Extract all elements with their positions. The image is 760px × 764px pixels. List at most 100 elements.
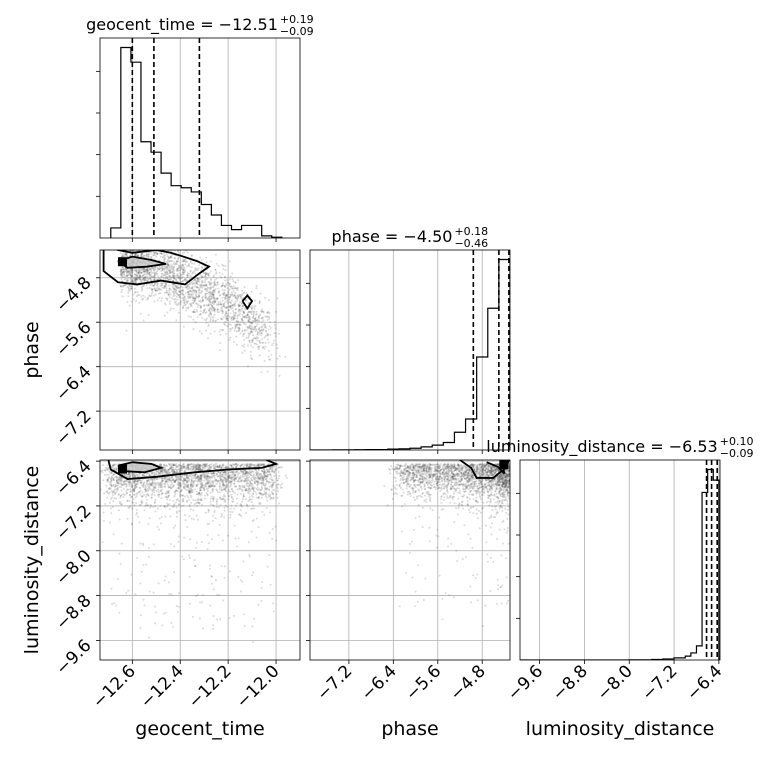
sample-point [103, 492, 105, 494]
sample-point [110, 507, 112, 509]
sample-point [137, 241, 139, 243]
sample-point [236, 498, 238, 500]
sample-point [118, 509, 120, 511]
sample-point [194, 279, 196, 281]
sample-point [261, 479, 263, 481]
sample-point [228, 323, 230, 325]
sample-point [221, 318, 223, 320]
sample-point [212, 293, 214, 295]
sample-point [161, 275, 163, 277]
sample-point [176, 275, 178, 277]
sample-point [138, 235, 140, 237]
sample-point [169, 245, 171, 247]
sample-point [222, 479, 224, 481]
sample-point [195, 268, 197, 270]
sample-point [251, 358, 253, 360]
sample-point [244, 350, 246, 352]
sample-point [229, 337, 231, 339]
sample-point [154, 248, 156, 250]
sample-point [113, 0, 115, 1]
sample-point [148, 314, 150, 316]
sample-point [141, 272, 143, 274]
sample-point [260, 600, 262, 602]
sample-point [219, 488, 221, 490]
sample-point [119, 0, 121, 1]
sample-point [164, 286, 166, 288]
sample-point [231, 304, 233, 306]
sample-point [272, 528, 274, 530]
sample-point [225, 285, 227, 287]
sample-point [257, 331, 259, 333]
sample-point [158, 297, 160, 299]
sample-point [165, 493, 167, 495]
sample-point [234, 303, 236, 305]
sample-point [176, 232, 178, 234]
sample-point [222, 303, 224, 305]
sample-point [136, 509, 138, 511]
sample-point [274, 321, 276, 323]
sample-point [153, 269, 155, 271]
sample-point [134, 280, 136, 282]
sample-point [103, 512, 105, 514]
sample-point [214, 314, 216, 316]
sample-point [223, 481, 225, 483]
sample-point [115, 0, 117, 1]
sample-point [198, 295, 200, 297]
sample-point [241, 352, 243, 354]
sample-point [134, 291, 136, 293]
sample-point [106, 0, 108, 1]
sample-point [177, 498, 179, 500]
sample-point [100, 0, 102, 1]
sample-point [128, 288, 130, 290]
sample-point [231, 300, 233, 302]
sample-point [113, 467, 115, 469]
sample-point [208, 309, 210, 311]
sample-point [195, 321, 197, 323]
sample-point [158, 496, 160, 498]
sample-point [152, 276, 154, 278]
sample-point [174, 257, 176, 259]
sample-point [192, 616, 194, 618]
sample-point [147, 244, 149, 246]
sample-point [157, 508, 159, 510]
sample-point [196, 542, 198, 544]
sample-point [222, 268, 224, 270]
sample-point [181, 264, 183, 266]
sample-point [233, 475, 235, 477]
sample-point [145, 494, 147, 496]
sample-point [154, 505, 156, 507]
sample-point [119, 0, 121, 1]
sample-point [243, 292, 245, 294]
sample-point [163, 483, 165, 485]
sample-point [259, 300, 261, 302]
sample-point [134, 241, 136, 243]
sample-point [109, 522, 111, 524]
sample-point [118, 0, 120, 1]
sample-point [183, 537, 185, 539]
sample-point [197, 283, 199, 285]
sample-point [117, 0, 119, 1]
sample-point [264, 297, 266, 299]
sample-point [197, 267, 199, 269]
sample-point [192, 328, 194, 330]
sample-point [204, 498, 206, 500]
sample-point [239, 470, 241, 472]
sample-point [157, 246, 159, 248]
sample-point [232, 310, 234, 312]
sample-point [242, 305, 244, 307]
sample-point [219, 342, 221, 344]
sample-point [155, 243, 157, 245]
sample-point [115, 605, 117, 607]
sample-point [235, 292, 237, 294]
sample-point [213, 475, 215, 477]
sample-point [204, 284, 206, 286]
sample-point [208, 542, 210, 544]
sample-point [230, 494, 232, 496]
sample-point [183, 297, 185, 299]
sample-point [197, 280, 199, 282]
sample-point [115, 0, 117, 1]
sample-point [127, 245, 129, 247]
sample-point [273, 471, 275, 473]
sample-point [228, 498, 230, 500]
sample-point [241, 477, 243, 479]
